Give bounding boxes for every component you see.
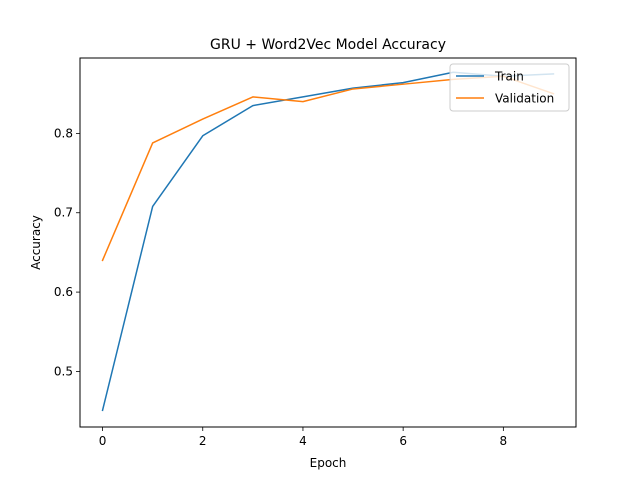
x-tick-label: 6 bbox=[399, 434, 407, 448]
legend-label-train: Train bbox=[494, 70, 524, 84]
legend-label-validation: Validation bbox=[495, 92, 554, 106]
x-tick-label: 4 bbox=[299, 434, 307, 448]
x-axis-title: Epoch bbox=[310, 456, 347, 470]
x-tick-label: 0 bbox=[99, 434, 107, 448]
x-tick-label: 2 bbox=[199, 434, 207, 448]
y-tick-label: 0.5 bbox=[54, 364, 73, 378]
axes-frame bbox=[79, 57, 577, 428]
y-tick-label: 0.8 bbox=[54, 126, 73, 140]
y-axis: 0.5 0.6 0.7 0.8 bbox=[54, 126, 80, 378]
y-tick-label: 0.7 bbox=[54, 206, 73, 220]
y-tick-label: 0.6 bbox=[54, 285, 73, 299]
x-axis: 0 2 4 6 8 bbox=[99, 427, 507, 448]
chart-title: GRU + Word2Vec Model Accuracy bbox=[210, 37, 446, 53]
y-axis-title: Accuracy bbox=[29, 215, 43, 270]
x-tick-label: 8 bbox=[500, 434, 508, 448]
legend: Train Validation bbox=[449, 63, 570, 112]
